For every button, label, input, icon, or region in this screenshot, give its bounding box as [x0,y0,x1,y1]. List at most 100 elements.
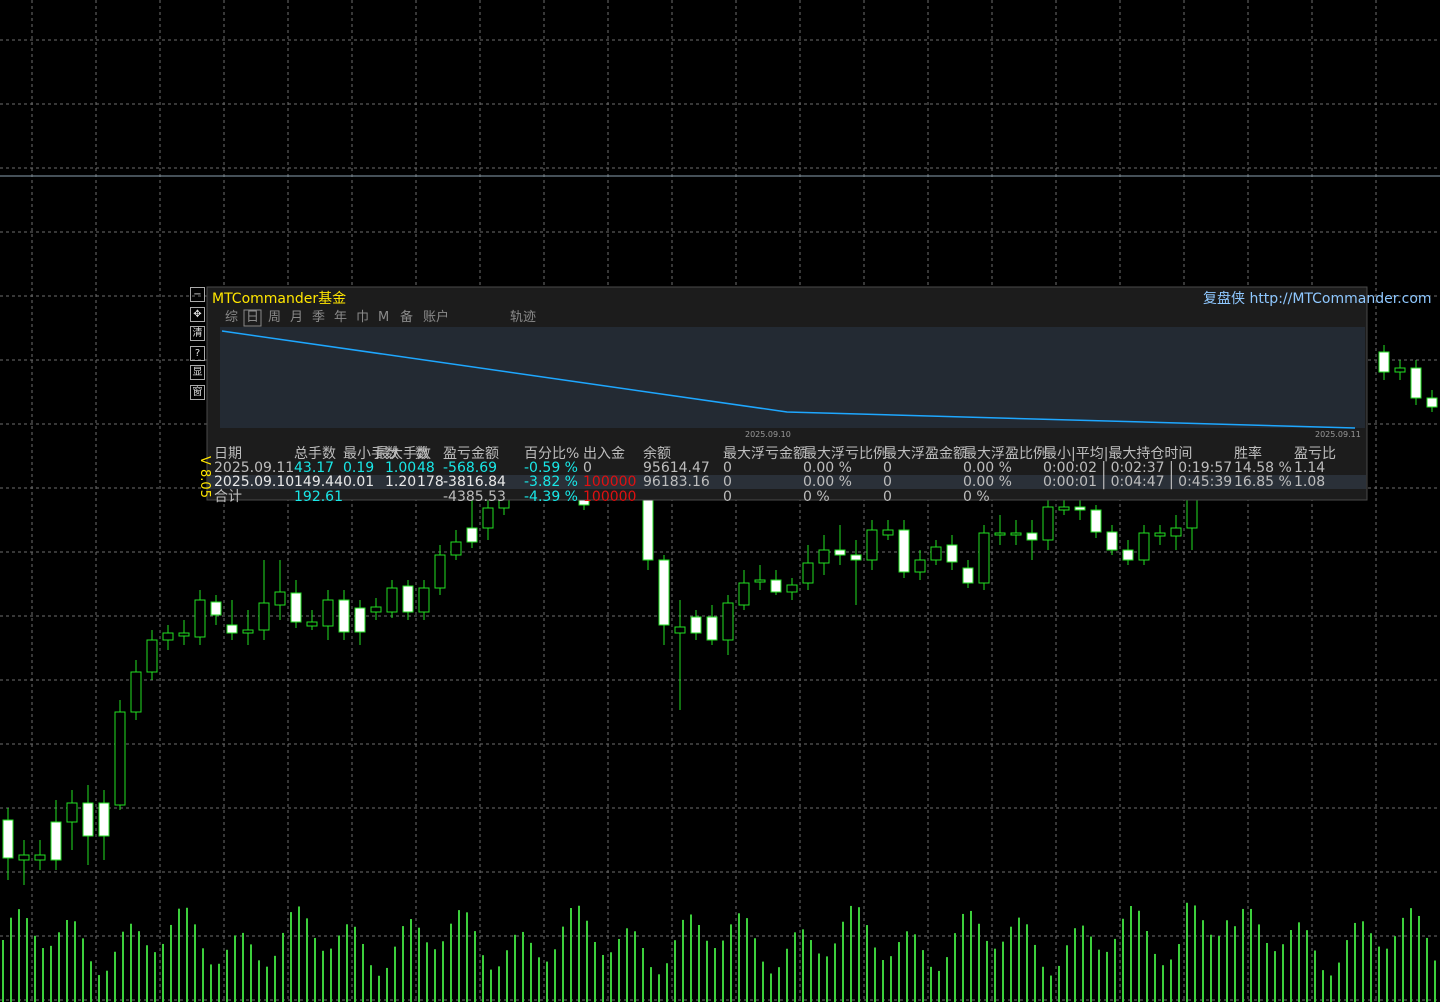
candle [930,540,942,565]
candle [322,590,334,640]
candle [66,790,78,850]
tab[interactable]: 账户 [423,310,450,325]
candle-body [146,639,158,673]
table-cell: -3816.84 [443,474,506,490]
side-button[interactable]: 清 [190,326,205,341]
candle-body [450,541,462,556]
candle-body [946,544,958,563]
candle [434,545,446,595]
candle [482,500,494,540]
candle-body [1122,549,1134,561]
table-header: 最大浮亏比例 [803,446,887,462]
candle [706,605,718,645]
candle-body [1394,367,1406,373]
tab[interactable]: 巾 [356,310,370,325]
candle-body [322,599,334,627]
candle-body [466,527,478,543]
candle-body [402,585,414,613]
candle [962,560,974,588]
candle [834,525,846,565]
candle [690,610,702,640]
table-cell: 0.19 [343,460,375,476]
candle-body [978,532,990,584]
candle [850,540,862,605]
side-button[interactable]: 窗 [190,384,205,400]
candle [802,545,814,590]
candle-body [18,854,30,861]
table-cell: 48 [417,460,435,476]
tab[interactable]: 年 [334,310,348,325]
tab[interactable]: M [378,310,390,325]
equity-x-label: 2025.09.10 [745,430,791,439]
tab[interactable]: 备 [400,310,414,325]
table-cell: 192.61 [294,489,343,505]
panel-link[interactable]: 复盘侠 http://MTCommander.com [1203,291,1432,307]
candle-body [674,626,686,634]
table-header: 最大手数 [375,446,431,462]
table-header: 余额 [643,446,671,462]
side-button[interactable]: − [190,287,205,302]
tab[interactable]: 季 [312,310,326,325]
candle-body [242,629,254,634]
candle [1170,515,1182,550]
candle-body [642,499,654,561]
candle-body [370,606,382,613]
candle-body [34,854,46,861]
tab[interactable]: 月 [290,310,304,325]
candle-body [50,821,62,861]
tab[interactable]: 日 [246,310,260,325]
candle [866,520,878,570]
table-cell: 0.00 % [803,474,852,490]
table-cell: 合计 [214,489,242,505]
candle [450,530,462,560]
side-button[interactable]: ? [190,345,205,361]
candle [1426,390,1438,412]
candle [114,700,126,810]
candle-body [706,616,718,641]
candle-body [850,554,862,561]
table-cell: 178 [417,474,444,490]
candle [1010,520,1022,545]
table-cell: 0 [583,460,592,476]
side-button[interactable]: 显 [190,365,205,380]
candle-body [898,529,910,573]
table-header: 日期 [214,446,242,462]
tab[interactable]: 轨迹 [510,310,537,325]
candle-body [658,559,670,626]
candle-body [386,587,398,613]
panel-title: MTCommander基金 [212,291,347,307]
candle-body [818,549,830,564]
candle [1090,505,1102,538]
table-cell: 0.00 % [803,460,852,476]
candle [978,525,990,590]
candle [146,630,158,680]
candle [1410,360,1422,405]
candle-body [738,582,750,606]
candle-body [66,802,78,823]
candle-body [1138,532,1150,561]
candle [418,580,430,620]
table-cell: 0:00:01 | 0:04:47 | 0:45:39 [1043,474,1233,490]
tab[interactable]: 综 [225,310,239,325]
equity-line [221,330,1356,429]
table-cell: 96183.16 [643,474,710,490]
candle [754,565,766,590]
candle-body [162,632,174,641]
candle-body [338,599,350,633]
table-cell: 0 [723,460,732,476]
table-cell: 0 % [803,489,830,505]
candle-body [418,587,430,613]
candle [738,570,750,610]
candle-body [770,579,782,593]
table-cell: 1.00 [385,460,417,476]
side-button[interactable]: ✥ [190,306,205,322]
tab[interactable]: 周 [268,310,282,325]
candle [194,590,206,645]
candle [178,620,190,645]
candle-body [786,584,798,593]
table-cell: 0.00 % [963,460,1012,476]
candle [258,560,270,640]
candle [642,495,654,570]
candle-body [802,562,814,584]
candle [290,580,302,628]
